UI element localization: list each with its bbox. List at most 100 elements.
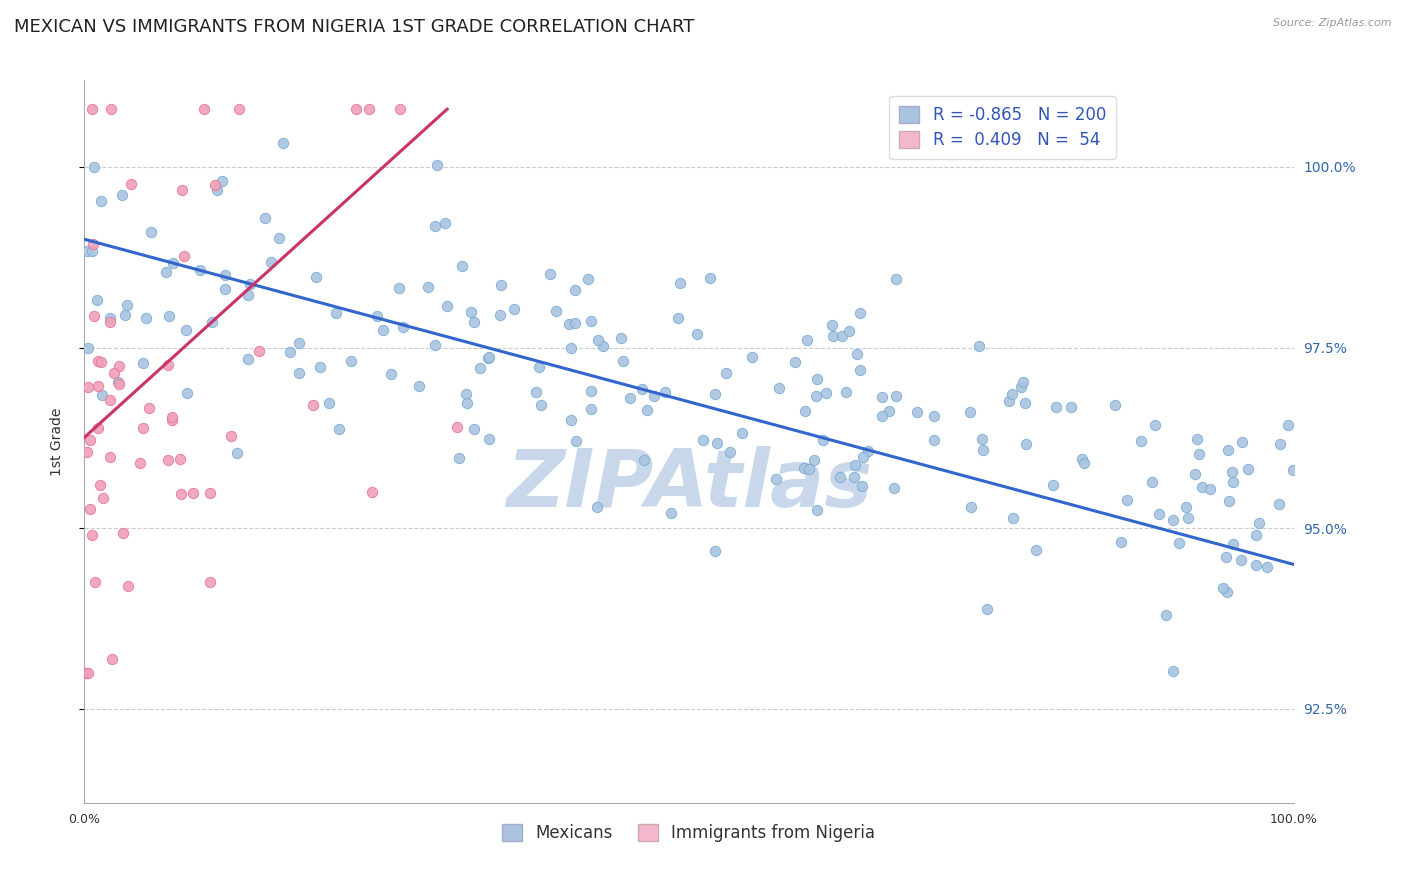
Point bbox=[87, 379, 110, 393]
Point bbox=[1060, 400, 1083, 414]
Point bbox=[659, 506, 682, 520]
Point bbox=[193, 102, 215, 116]
Point bbox=[692, 433, 714, 447]
Point bbox=[1025, 542, 1047, 557]
Point bbox=[793, 404, 815, 418]
Point bbox=[82, 102, 104, 116]
Point bbox=[503, 302, 526, 317]
Y-axis label: 1st Grade: 1st Grade bbox=[49, 408, 63, 475]
Point bbox=[1014, 437, 1036, 451]
Point bbox=[804, 389, 827, 403]
Point bbox=[267, 231, 290, 245]
Point bbox=[135, 310, 157, 325]
Point bbox=[731, 425, 754, 440]
Point bbox=[1191, 480, 1213, 494]
Point bbox=[1002, 511, 1025, 525]
Point bbox=[579, 314, 602, 328]
Point bbox=[131, 356, 153, 370]
Point bbox=[325, 306, 347, 320]
Point bbox=[366, 310, 388, 324]
Point bbox=[845, 347, 868, 361]
Point bbox=[463, 315, 485, 329]
Point bbox=[108, 377, 131, 392]
Point bbox=[436, 299, 458, 313]
Point bbox=[1222, 475, 1244, 489]
Point bbox=[803, 453, 825, 467]
Point bbox=[811, 433, 834, 447]
Point bbox=[718, 445, 741, 459]
Point bbox=[564, 316, 586, 330]
Text: MEXICAN VS IMMIGRANTS FROM NIGERIA 1ST GRADE CORRELATION CHART: MEXICAN VS IMMIGRANTS FROM NIGERIA 1ST G… bbox=[14, 18, 695, 36]
Point bbox=[117, 579, 139, 593]
Point bbox=[905, 404, 928, 418]
Point bbox=[340, 354, 363, 368]
Point bbox=[98, 315, 121, 329]
Point bbox=[823, 329, 845, 343]
Point bbox=[877, 404, 900, 418]
Point bbox=[120, 177, 142, 191]
Point bbox=[1237, 462, 1260, 476]
Point bbox=[98, 310, 121, 325]
Point bbox=[76, 444, 98, 458]
Point bbox=[699, 271, 721, 285]
Point bbox=[247, 344, 270, 359]
Point bbox=[576, 272, 599, 286]
Point bbox=[108, 359, 131, 373]
Point bbox=[111, 188, 134, 202]
Point bbox=[82, 236, 104, 251]
Point bbox=[204, 178, 226, 193]
Point bbox=[815, 386, 838, 401]
Point bbox=[156, 453, 179, 467]
Point bbox=[565, 434, 588, 449]
Point bbox=[666, 311, 689, 326]
Point bbox=[456, 396, 478, 410]
Point bbox=[1140, 475, 1163, 490]
Point bbox=[98, 450, 121, 464]
Point bbox=[408, 378, 430, 392]
Point bbox=[796, 333, 818, 347]
Point bbox=[643, 389, 665, 403]
Point bbox=[77, 380, 100, 394]
Point bbox=[1177, 511, 1199, 525]
Point bbox=[706, 436, 728, 450]
Point bbox=[959, 405, 981, 419]
Point bbox=[344, 102, 367, 116]
Point bbox=[527, 360, 550, 375]
Point bbox=[211, 174, 233, 188]
Point bbox=[1244, 558, 1267, 572]
Point bbox=[387, 281, 409, 295]
Point bbox=[1218, 494, 1240, 508]
Point bbox=[318, 395, 340, 409]
Point bbox=[98, 392, 121, 407]
Point bbox=[530, 398, 553, 412]
Point bbox=[454, 386, 477, 401]
Point bbox=[308, 359, 330, 374]
Point bbox=[451, 259, 474, 273]
Point bbox=[157, 309, 180, 323]
Point bbox=[239, 277, 262, 292]
Point bbox=[463, 421, 485, 435]
Point bbox=[631, 382, 654, 396]
Point bbox=[1198, 482, 1220, 496]
Point bbox=[416, 280, 439, 294]
Point bbox=[201, 314, 224, 328]
Point bbox=[174, 323, 197, 337]
Point bbox=[1230, 434, 1253, 449]
Point bbox=[160, 410, 183, 425]
Point bbox=[842, 470, 865, 484]
Point bbox=[73, 665, 96, 680]
Point bbox=[765, 471, 787, 485]
Point bbox=[380, 367, 402, 381]
Point bbox=[176, 386, 198, 401]
Point bbox=[1045, 400, 1067, 414]
Point bbox=[446, 420, 468, 434]
Point bbox=[686, 326, 709, 341]
Point bbox=[538, 267, 561, 281]
Point bbox=[214, 268, 236, 282]
Point bbox=[849, 306, 872, 320]
Point bbox=[391, 320, 413, 334]
Point bbox=[1042, 477, 1064, 491]
Point bbox=[132, 421, 155, 435]
Point bbox=[426, 158, 449, 172]
Point bbox=[1212, 581, 1234, 595]
